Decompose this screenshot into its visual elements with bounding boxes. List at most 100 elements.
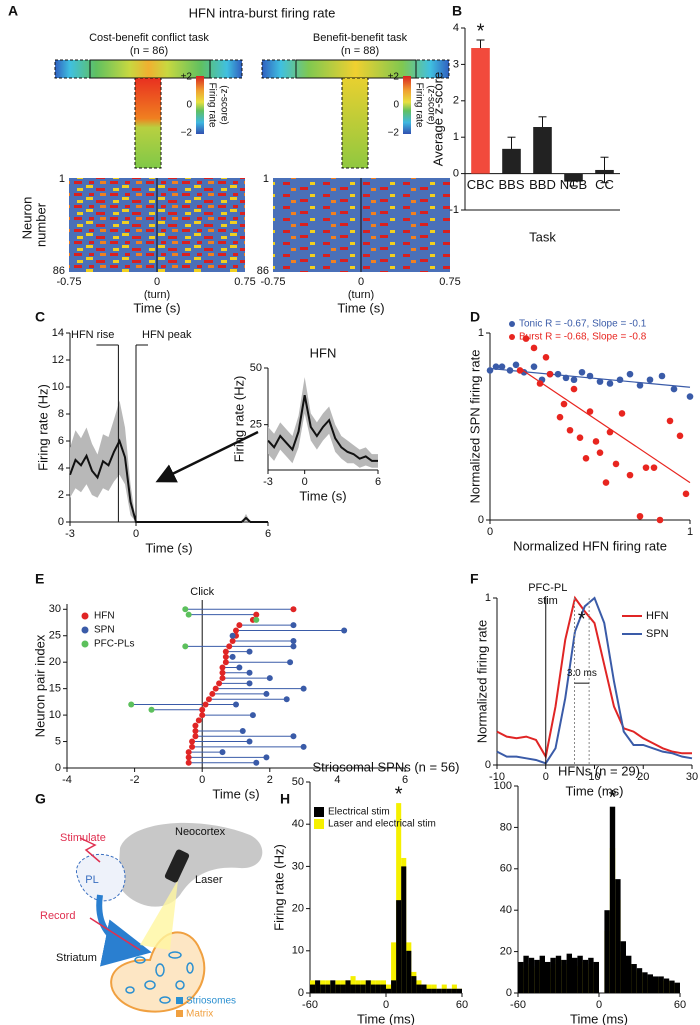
point: [205, 696, 212, 703]
bar: [615, 879, 621, 993]
legend-swatch: [176, 997, 183, 1004]
marker-label: HFN peak: [142, 329, 192, 341]
x-label: Time (s): [299, 488, 346, 503]
y-tick-label: 0: [58, 516, 64, 528]
x-tick-label: 6: [402, 774, 408, 786]
y-tick-label: 20: [500, 946, 512, 958]
x-tick-label: 60: [456, 999, 468, 1011]
y-tick-label: 15: [49, 683, 61, 695]
point: [626, 471, 634, 479]
point: [216, 680, 223, 687]
x-tick-label: 6: [375, 476, 381, 488]
legend-label: Laser and electrical stim: [328, 819, 436, 830]
point: [195, 717, 202, 724]
bar: [360, 984, 366, 993]
bar: [566, 953, 572, 993]
cb-label: Firing rate: [413, 82, 424, 127]
bar: [593, 961, 599, 993]
bar: [325, 984, 331, 993]
bar: [456, 988, 462, 993]
legend-label: Electrical stim: [328, 807, 390, 818]
bar: [647, 974, 653, 993]
bar: [471, 48, 490, 174]
y-tick-label: 0: [453, 168, 459, 180]
point: [290, 606, 297, 613]
panel-g: Stimulate Neocortex PL Laser Record Stri…: [40, 822, 263, 1020]
point: [606, 428, 614, 436]
y-label: Average z-score: [430, 72, 445, 166]
point: [512, 361, 520, 369]
heatmap: [54, 59, 243, 79]
bar: [626, 955, 632, 993]
line: [496, 595, 692, 760]
cb-label: Firing rate: [206, 82, 217, 127]
x-tick-label: 2: [267, 774, 273, 786]
bar: [528, 957, 535, 993]
bar: [431, 988, 437, 993]
point: [542, 354, 550, 361]
label: PL: [85, 874, 98, 886]
legend-label: PFC-PLs: [94, 639, 135, 650]
point: [212, 685, 219, 692]
x-tick-label: 20: [637, 771, 649, 783]
panel-a: HFN intra-burst firing rate Cost-benefit…: [19, 5, 460, 315]
point: [646, 376, 654, 384]
point: [341, 627, 348, 634]
y-tick-label: 20: [292, 903, 304, 915]
point: [199, 706, 206, 713]
point: [209, 690, 216, 697]
point: [596, 449, 604, 456]
laser-light: [140, 880, 178, 950]
bar: [436, 988, 442, 993]
x-tick-label: -4: [62, 774, 72, 786]
point: [522, 335, 530, 342]
x-tick-label: -60: [510, 999, 526, 1011]
bar: [642, 972, 648, 993]
bar: [631, 964, 637, 993]
bar: [401, 866, 407, 993]
y-tick-label: 4: [58, 462, 64, 474]
point: [253, 611, 260, 618]
bar: [523, 955, 529, 993]
turn: (turn): [144, 289, 170, 301]
x-tick-label: BBD: [529, 177, 556, 192]
x-tick-label: -10: [489, 771, 505, 783]
x-tick: -0.75: [56, 276, 81, 288]
point: [290, 638, 297, 645]
point: [192, 722, 199, 729]
x-tick-label: CC: [595, 177, 614, 192]
x-tick-label: 0: [487, 526, 493, 538]
x-tick: 0.75: [234, 276, 255, 288]
legend-label: Burst R = -0.68, Slope = -0.8: [519, 332, 647, 343]
arrow: [155, 430, 259, 483]
star: *: [578, 608, 586, 630]
legend-swatch: [176, 1010, 183, 1017]
cb-tick: −2: [388, 128, 400, 139]
striatum: [110, 931, 206, 1013]
bar: [320, 984, 326, 993]
bar: [582, 959, 589, 993]
bar: [604, 910, 610, 993]
cb-tick: +2: [388, 72, 400, 83]
x-tick-label: BBS: [498, 177, 524, 192]
point: [560, 400, 568, 408]
star: *: [395, 783, 403, 805]
fit-line: [519, 368, 691, 484]
x-tick: -0.75: [260, 276, 285, 288]
bar: [446, 988, 452, 993]
point: [586, 408, 594, 415]
point: [266, 675, 273, 682]
label: Striatum: [56, 952, 97, 964]
x-tick-label: 0: [302, 476, 308, 488]
y-tick-label: 40: [292, 818, 304, 830]
y-tick-label: 100: [494, 780, 512, 792]
point: [236, 664, 243, 671]
legend-label: HFN: [646, 610, 669, 622]
y-tick-label: 4: [453, 22, 459, 34]
point: [185, 611, 192, 618]
x-label: Time (ms): [565, 783, 623, 798]
bar: [518, 961, 524, 993]
point: [592, 438, 600, 445]
bar: [663, 978, 670, 993]
point: [546, 370, 554, 378]
